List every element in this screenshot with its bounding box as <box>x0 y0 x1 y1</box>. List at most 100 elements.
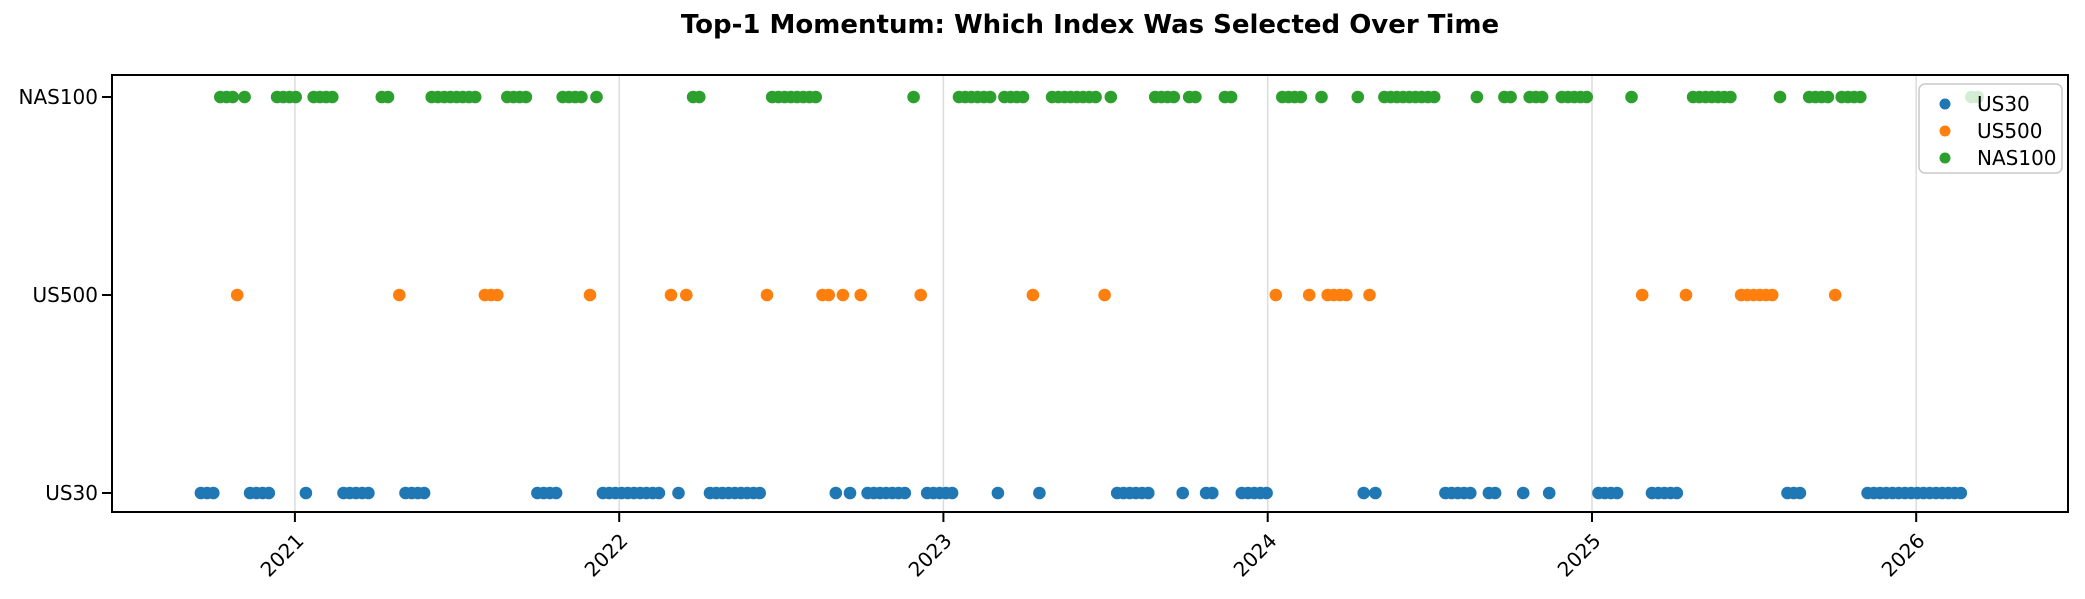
data-dot-us30 <box>1793 486 1807 500</box>
data-dot-nas100 <box>1470 90 1484 104</box>
data-dot-nas100 <box>809 90 822 104</box>
data-dot-us500 <box>1363 288 1376 302</box>
data-dot-nas100 <box>468 90 482 104</box>
data-dot-nas100 <box>1724 90 1737 104</box>
data-dot-us30 <box>652 486 666 500</box>
data-dot-us500 <box>914 288 927 302</box>
data-dot-us30 <box>1033 486 1046 500</box>
data-dot-us500 <box>491 288 504 302</box>
data-dot-us500 <box>1679 288 1693 302</box>
gridlines-group <box>294 76 1917 511</box>
data-dot-us500 <box>1269 288 1283 302</box>
data-dot-us30 <box>1488 486 1502 500</box>
data-dot-us30 <box>753 486 766 500</box>
data-dot-nas100 <box>575 90 588 104</box>
x-tick-label-2023: 2023 <box>904 529 957 582</box>
data-dot-us30 <box>1670 486 1684 500</box>
data-dot-nas100 <box>238 90 251 104</box>
data-dot-nas100 <box>693 90 706 104</box>
data-dot-us30 <box>207 486 220 500</box>
data-dot-nas100 <box>1224 90 1238 104</box>
data-dot-us30 <box>1516 486 1530 500</box>
data-dot-nas100 <box>1104 90 1118 104</box>
x-tick-label-2025: 2025 <box>1553 529 1606 582</box>
data-dot-us500 <box>1635 288 1649 302</box>
data-dot-us500 <box>583 288 597 302</box>
data-dot-nas100 <box>1773 90 1787 104</box>
data-dot-nas100 <box>1167 90 1181 104</box>
y-tick-label-us500: US500 <box>32 283 98 307</box>
data-dot-us500 <box>836 288 850 302</box>
x-tick-label-2026: 2026 <box>1877 529 1930 582</box>
data-dot-us30 <box>1610 486 1624 500</box>
data-dot-nas100 <box>1189 90 1202 104</box>
data-dot-us30 <box>417 486 431 500</box>
data-dot-nas100 <box>1854 90 1867 104</box>
scatter-dots-group <box>194 90 1984 500</box>
data-dot-us500 <box>1828 288 1842 302</box>
legend-label-us30: US30 <box>1977 92 2030 116</box>
data-dot-us30 <box>362 486 375 500</box>
data-dot-nas100 <box>907 90 920 104</box>
data-dot-us500 <box>664 288 678 302</box>
data-dot-us30 <box>672 486 685 500</box>
data-dot-us30 <box>991 486 1005 500</box>
data-dot-us30 <box>299 486 313 500</box>
data-dot-us500 <box>1026 288 1040 302</box>
data-dot-us500 <box>1302 288 1316 302</box>
legend-box <box>1918 83 2063 174</box>
data-dot-nas100 <box>289 90 303 104</box>
data-dot-nas100 <box>1089 90 1102 104</box>
data-dot-us30 <box>1369 486 1382 500</box>
data-dot-nas100 <box>1504 90 1517 104</box>
legend-dot-nas100 <box>1939 152 1951 164</box>
axes-frame <box>111 74 2069 513</box>
data-dot-nas100 <box>1315 90 1328 104</box>
x-tick-label-2021: 2021 <box>256 529 309 582</box>
data-dot-nas100 <box>519 90 533 104</box>
data-dot-us30 <box>1464 486 1477 500</box>
data-dot-nas100 <box>381 90 395 104</box>
data-dot-us30 <box>829 486 843 500</box>
chart-title: Top-1 Momentum: Which Index Was Selected… <box>681 10 1499 40</box>
data-dot-us30 <box>945 486 959 500</box>
data-dot-us30 <box>1260 486 1273 500</box>
ticks-group <box>102 96 1918 522</box>
y-tick-label-nas100: NAS100 <box>18 85 98 109</box>
legend-dot-us30 <box>1939 98 1951 110</box>
data-dot-nas100 <box>590 90 603 104</box>
legend-dot-us500 <box>1939 125 1951 137</box>
data-dot-us500 <box>680 288 693 302</box>
data-dot-nas100 <box>1294 90 1308 104</box>
x-tick-label-2022: 2022 <box>580 529 633 582</box>
data-dot-us500 <box>822 288 835 302</box>
data-dot-us30 <box>1142 486 1155 500</box>
data-dot-nas100 <box>1016 90 1030 104</box>
legend-label-nas100: NAS100 <box>1977 146 2057 170</box>
data-dot-us30 <box>549 486 563 500</box>
data-dot-nas100 <box>1821 90 1835 104</box>
x-tick-label-2024: 2024 <box>1229 529 1282 582</box>
legend: US30 US500 NAS100 <box>1918 83 2063 174</box>
data-dot-us500 <box>1765 288 1779 302</box>
legend-label-us500: US500 <box>1977 119 2043 143</box>
data-dot-us30 <box>1357 486 1370 500</box>
data-dot-nas100 <box>983 90 997 104</box>
data-dot-us30 <box>898 486 912 500</box>
data-dot-nas100 <box>1535 90 1549 104</box>
data-dot-us500 <box>1340 288 1353 302</box>
data-dot-us30 <box>1176 486 1189 500</box>
data-dot-nas100 <box>1427 90 1441 104</box>
data-dot-nas100 <box>1580 90 1593 104</box>
data-dot-nas100 <box>1625 90 1638 104</box>
data-dot-nas100 <box>326 90 339 104</box>
data-dot-nas100 <box>226 90 239 104</box>
data-dot-us30 <box>1954 486 1968 500</box>
data-dot-us500 <box>393 288 406 302</box>
data-dot-us500 <box>854 288 867 302</box>
data-dot-us500 <box>1098 288 1111 302</box>
data-dot-nas100 <box>1351 90 1365 104</box>
data-dot-us30 <box>843 486 857 500</box>
data-dot-us500 <box>760 288 774 302</box>
